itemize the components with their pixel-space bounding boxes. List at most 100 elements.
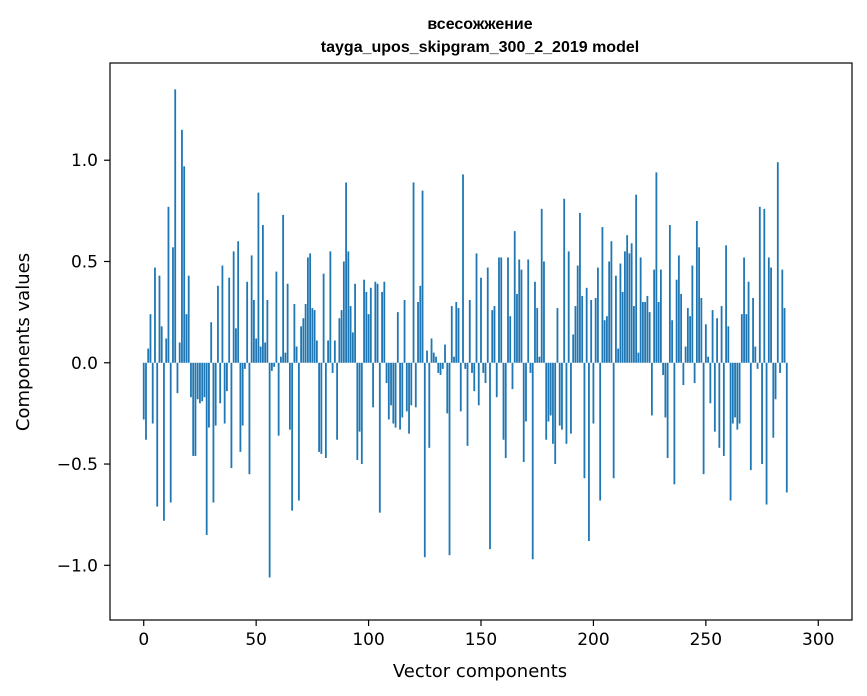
bar xyxy=(421,190,424,363)
bar xyxy=(387,362,390,420)
bar xyxy=(142,362,145,420)
bar xyxy=(484,362,487,384)
bar xyxy=(277,362,280,436)
bar xyxy=(167,206,170,363)
bar xyxy=(783,308,786,363)
bar xyxy=(590,299,593,363)
bar xyxy=(734,362,736,418)
bar xyxy=(592,362,595,424)
bar xyxy=(677,255,680,363)
bar xyxy=(246,281,249,363)
bar xyxy=(205,362,208,535)
bar xyxy=(453,356,455,363)
bar xyxy=(774,362,777,400)
bar xyxy=(262,225,264,363)
bar xyxy=(333,340,336,363)
bar xyxy=(275,271,278,363)
bar xyxy=(525,362,527,422)
bar xyxy=(520,269,523,363)
bar xyxy=(763,208,766,363)
bar xyxy=(147,348,150,363)
y-tick-label: 0.5 xyxy=(71,252,98,272)
bar xyxy=(253,299,255,363)
bar xyxy=(529,362,532,373)
bar xyxy=(531,362,534,560)
bar xyxy=(509,316,512,363)
bar xyxy=(412,182,415,363)
bar xyxy=(754,346,757,363)
bar xyxy=(270,362,273,371)
bar xyxy=(495,362,498,398)
bar xyxy=(221,265,224,363)
bar xyxy=(702,362,705,475)
bar xyxy=(255,338,258,363)
bar xyxy=(644,302,647,363)
bar xyxy=(183,166,186,363)
bar xyxy=(489,362,491,550)
bar xyxy=(588,362,590,542)
bar xyxy=(239,362,242,452)
bar xyxy=(711,310,714,363)
bar xyxy=(662,362,665,375)
bar xyxy=(347,251,350,363)
bar xyxy=(376,283,379,363)
bar xyxy=(192,362,195,456)
bar xyxy=(682,362,685,386)
bar xyxy=(264,342,267,363)
bar xyxy=(547,362,550,422)
bar xyxy=(680,293,683,363)
bar xyxy=(286,283,289,363)
bar xyxy=(704,324,707,363)
bar xyxy=(500,257,503,363)
bar xyxy=(279,356,282,363)
bar xyxy=(570,362,572,434)
bar xyxy=(538,356,541,363)
x-tick-label: 250 xyxy=(690,630,722,650)
bar xyxy=(237,241,240,363)
bar xyxy=(612,362,615,479)
y-tick-label: 0.0 xyxy=(71,354,98,374)
bar xyxy=(761,362,763,465)
bar xyxy=(572,334,575,363)
bar xyxy=(228,277,231,363)
bar xyxy=(781,269,784,363)
bar xyxy=(626,235,629,363)
bar xyxy=(394,362,397,428)
bar xyxy=(345,182,347,363)
bar xyxy=(576,265,579,363)
bar xyxy=(716,318,718,363)
bar xyxy=(158,275,161,363)
bar xyxy=(655,172,658,363)
bar xyxy=(641,302,644,363)
bar xyxy=(327,340,329,363)
bar xyxy=(176,362,179,394)
bar xyxy=(172,247,174,363)
bar xyxy=(149,314,152,363)
bar xyxy=(178,342,181,363)
bar xyxy=(543,261,545,363)
bar xyxy=(151,362,154,424)
bar xyxy=(338,318,341,363)
bar xyxy=(648,312,651,363)
bar xyxy=(201,362,204,402)
bar xyxy=(486,267,489,363)
bar xyxy=(601,227,604,363)
bar xyxy=(185,314,188,363)
bar xyxy=(259,346,262,363)
bar xyxy=(426,350,428,363)
bar xyxy=(745,314,748,363)
bar xyxy=(713,362,716,432)
bar xyxy=(223,362,226,424)
bar xyxy=(181,129,183,363)
bar xyxy=(718,362,721,448)
x-tick-label: 300 xyxy=(802,630,834,650)
bar xyxy=(396,312,399,363)
bar xyxy=(464,362,467,369)
y-axis-label: Components values xyxy=(13,253,34,431)
bar xyxy=(268,362,271,578)
bar xyxy=(720,306,723,363)
bar xyxy=(203,362,206,398)
bar xyxy=(282,214,285,363)
bar xyxy=(482,362,485,373)
bar xyxy=(765,362,768,505)
